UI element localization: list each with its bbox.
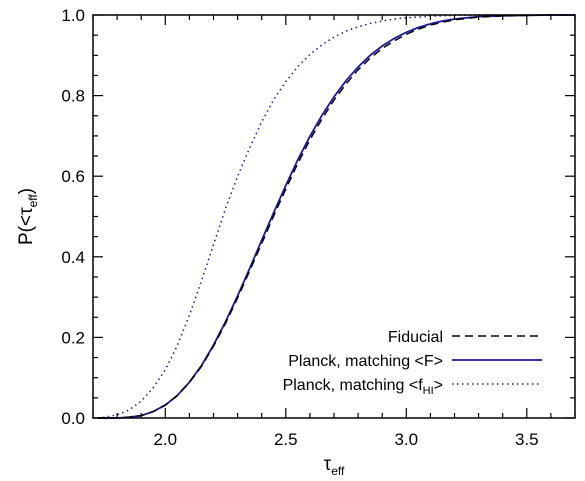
y-tick-label: 0.0 [61,409,85,428]
series-line-0 [97,14,575,419]
ticks: 2.0 2.5 3.0 3.5 0.0 0.2 0.4 0.6 0.8 1.0 [61,6,576,449]
legend-label-planck-fhi-pre: Planck, matching <f [283,377,424,394]
y-axis-label-sub: eff [26,194,40,208]
legend-label-planck-fhi-post: > [434,377,443,394]
legend-label-planck-f-text: Planck, matching <F> [288,353,443,370]
x-tick-label: 2.0 [153,430,177,449]
y-axis-label-pre: P(<τ [16,207,37,245]
series-line-2 [97,14,575,419]
y-axis-label-post: ) [16,188,37,194]
x-axis-label-main: τ [324,454,332,475]
y-tick-label: 0.2 [61,328,85,347]
x-tick-label: 3.0 [394,430,418,449]
plot-area [97,14,575,419]
y-tick-label: 0.8 [61,87,85,106]
legend-label-fiducial: Fiducial [388,329,443,346]
legend: Fiducial Planck, matching <F> Planck, ma… [283,329,542,397]
legend-label-planck-f: Planck, matching <F> [288,353,443,370]
y-tick-label: 0.4 [61,248,85,267]
legend-label-fiducial-text: Fiducial [388,329,443,346]
x-tick-label: 2.5 [274,430,298,449]
y-axis-label: P(<τeff) [16,188,40,245]
x-axis-label: τeff [324,454,345,478]
y-tick-label: 0.6 [61,167,85,186]
legend-label-planck-fhi: Planck, matching <fHI> [283,377,443,397]
y-tick-label: 1.0 [61,6,85,25]
legend-label-planck-fhi-sub: HI [423,385,434,397]
x-axis-label-sub: eff [331,464,345,478]
x-tick-label: 3.5 [515,430,539,449]
